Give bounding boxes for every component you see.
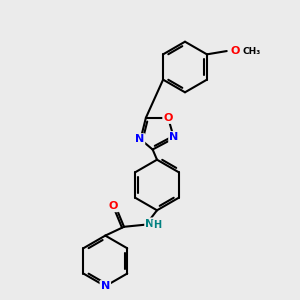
Text: N: N <box>101 281 110 291</box>
Text: O: O <box>230 46 239 56</box>
Text: H: H <box>153 220 161 230</box>
Text: N: N <box>146 219 154 229</box>
Text: CH₃: CH₃ <box>243 46 261 56</box>
Text: N: N <box>135 134 144 144</box>
Text: N: N <box>169 132 178 142</box>
Text: O: O <box>109 201 118 211</box>
Text: O: O <box>164 113 173 123</box>
